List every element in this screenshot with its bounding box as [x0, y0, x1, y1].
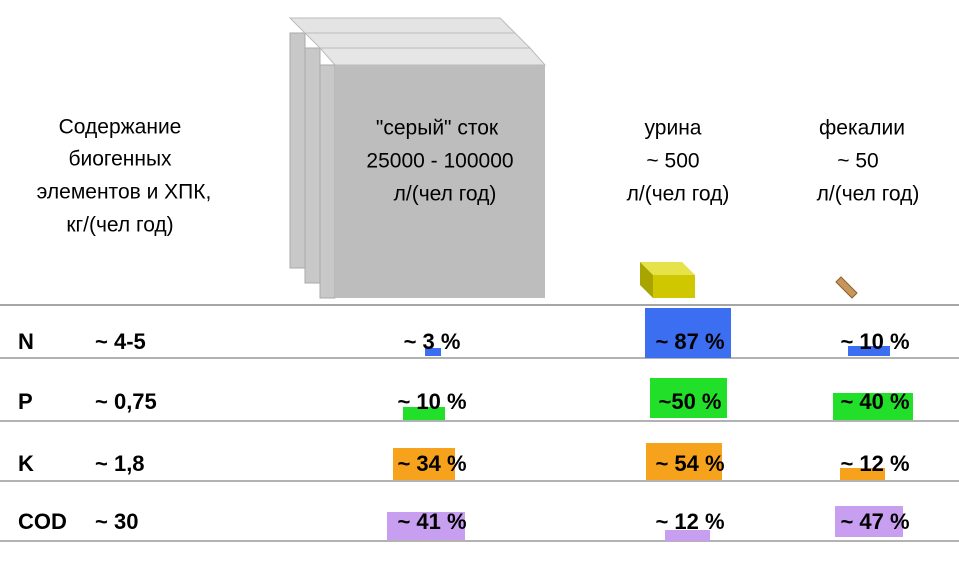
share: ~ 47 %	[840, 509, 909, 534]
column-header: "серый" сток	[376, 117, 499, 140]
amount: ~ 4-5	[95, 329, 146, 354]
element: N	[18, 329, 34, 354]
share: ~ 12 %	[840, 451, 909, 476]
column-header: л/(чел год)	[817, 183, 920, 206]
share: ~ 41 %	[397, 509, 466, 534]
feces-icon	[835, 276, 858, 299]
header-left-line: биогенных	[68, 148, 172, 171]
share: ~ 10 %	[397, 389, 466, 414]
greywater-stack	[288, 17, 547, 299]
share: ~ 10 %	[840, 329, 909, 354]
column-header: л/(чел год)	[627, 183, 730, 206]
share: ~ 54 %	[655, 451, 724, 476]
share: ~50 %	[659, 389, 722, 414]
column-header: 25000 - 100000	[366, 150, 513, 173]
share: ~ 12 %	[655, 509, 724, 534]
element: COD	[18, 509, 67, 534]
column-header: ~ 500	[646, 150, 699, 173]
column-header: ~ 50	[837, 150, 878, 173]
column-header: фекалии	[819, 117, 905, 140]
share: ~ 34 %	[397, 451, 466, 476]
column-header: л/(чел год)	[394, 183, 497, 206]
row-lines	[0, 304, 959, 542]
share: ~ 3 %	[404, 329, 461, 354]
column-header: урина	[645, 117, 702, 140]
element: K	[18, 451, 34, 476]
amount: ~ 1,8	[95, 451, 145, 476]
share: ~ 40 %	[840, 389, 909, 414]
urine-icon	[640, 262, 695, 298]
amount: ~ 30	[95, 509, 138, 534]
header-left-line: элементов и ХПК,	[37, 181, 212, 204]
rows: N ~ 4-5 ~ 3 % ~ 87 % ~ 10 % P ~ 0,75 ~ 10 % ~50 …	[18, 329, 910, 534]
element: P	[18, 389, 33, 414]
amount: ~ 0,75	[95, 389, 157, 414]
highlights	[387, 308, 913, 541]
share: ~ 87 %	[655, 329, 724, 354]
header-left-line: кг/(чел год)	[66, 214, 173, 237]
header-left-line: Содержание	[59, 116, 182, 139]
